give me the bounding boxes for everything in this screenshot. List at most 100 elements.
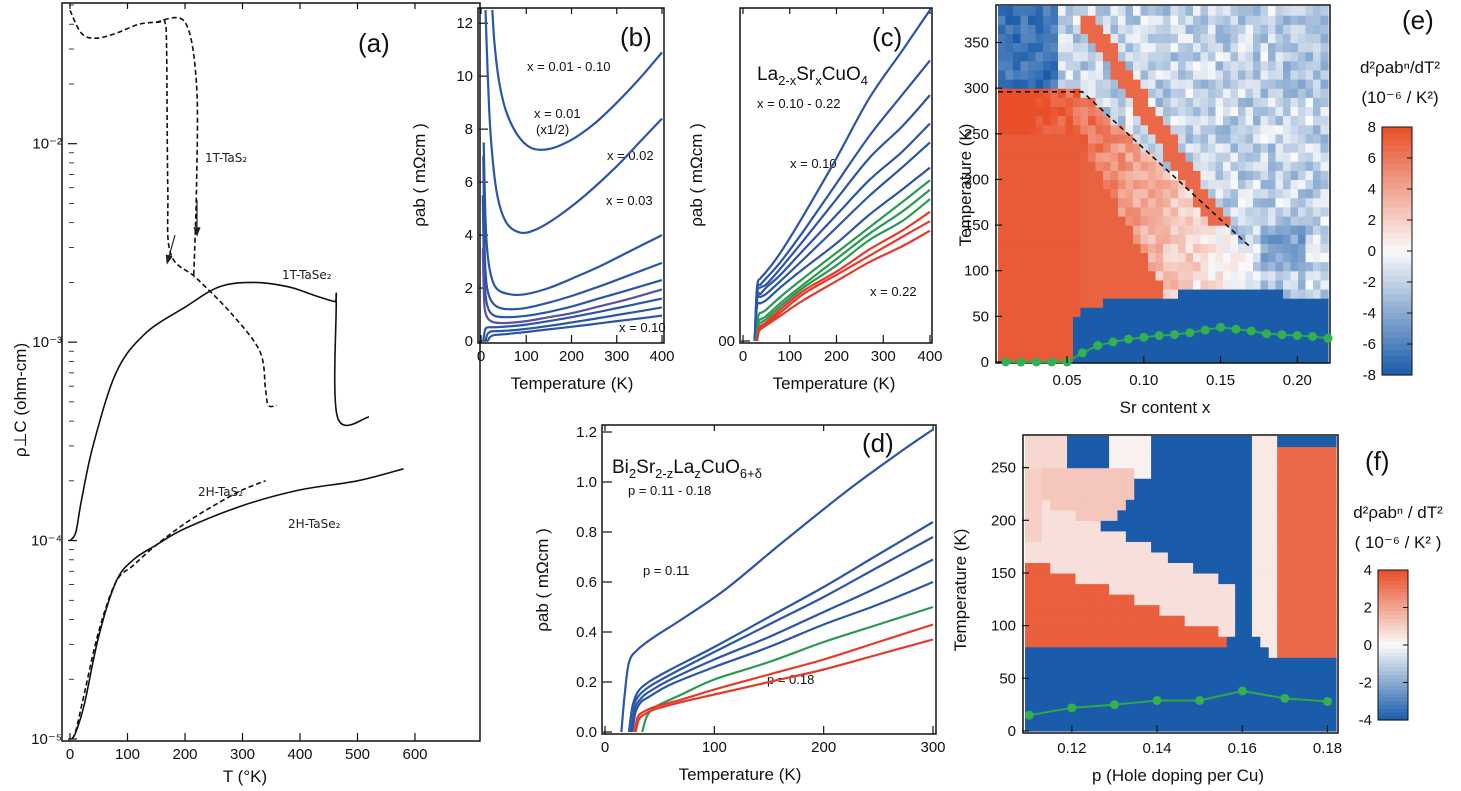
panel-f-heat-cell [1050, 657, 1060, 669]
panel-f-heat-cell [1142, 604, 1152, 616]
panel-e-heat-cell [1125, 352, 1134, 363]
panel-e-heat-cell [1095, 42, 1104, 53]
panel-e-heat-cell [1320, 60, 1329, 71]
panel-e-heat-cell [1058, 225, 1067, 235]
panel-f-heat-cell [1184, 604, 1194, 616]
panel-f-heat-cell [1109, 604, 1119, 616]
panel-f-heat-cell [1201, 530, 1211, 542]
panel-e-heat-cell [1058, 124, 1067, 135]
panel-e-heat-cell [1170, 206, 1179, 217]
panel-f-heat-cell [1083, 625, 1093, 637]
panel-f-heat-cell [1067, 572, 1077, 585]
panel-f-heat-cell [1134, 478, 1144, 490]
panel-e-heat-cell [1290, 325, 1299, 336]
panel-e-heat-cell [1253, 288, 1262, 299]
panel-e-heat-cell [1133, 15, 1142, 25]
panel-e-heat-cell [1290, 179, 1299, 190]
panel-e-heat-cell [1313, 133, 1322, 144]
panel-f-heat-cell [1327, 720, 1337, 732]
panel-e-cbar-label: 8 [1368, 119, 1376, 136]
panel-e-heat-cell [1223, 316, 1232, 327]
panel-e-heat-cell [1260, 234, 1269, 244]
panel-e-heat-cell [1178, 152, 1187, 162]
panel-e-tc-point [1231, 324, 1241, 334]
panel-e-heat-cell [1215, 334, 1224, 345]
panel-f-heat-cell [1327, 625, 1337, 637]
panel-f-heat-cell [1293, 699, 1303, 711]
panel-e-heat-cell [1208, 115, 1217, 126]
panel-e-heat-cell [1163, 24, 1172, 34]
panel-f-heat-cell [1319, 520, 1329, 532]
panel-f-cbar-cell [1378, 607, 1408, 612]
panel-f-heat-cell [1033, 615, 1043, 627]
panel-e-heat-cell [1170, 252, 1179, 263]
panel-e-heat-cell [1178, 298, 1187, 308]
panel-e-heat-cell [1200, 252, 1209, 263]
panel-f-heat-cell [1310, 467, 1320, 479]
panel-f-heat-cell [1041, 625, 1051, 637]
panel-f-heat-cell [1142, 488, 1152, 500]
panel-f-heat-cell [1209, 541, 1219, 553]
panel-f-heat-cell [1260, 509, 1270, 521]
panel-e-heat-cell [1118, 179, 1127, 190]
panel-e-heat-cell [1110, 97, 1119, 108]
panel-e-heat-cell [1185, 69, 1194, 80]
panel-e-heat-cell [1035, 288, 1044, 299]
panel-e-heat-cell [1043, 188, 1052, 199]
panel-f-heat-cell [1117, 562, 1127, 574]
panel-e-heat-cell [1230, 51, 1239, 62]
panel-e-heat-cell [1140, 152, 1149, 162]
panel-f-heat-cell [1041, 520, 1051, 532]
panel-f-cbar-cell [1378, 573, 1408, 579]
panel-f-heat-cell [1151, 625, 1161, 637]
panel-e-heat-cell [1245, 188, 1254, 199]
panel-f-heat-cell [1067, 488, 1077, 500]
panel-f-heat-cell [1058, 530, 1068, 542]
panel-f-heat-cell [1319, 615, 1329, 627]
panel-f-heat-cell [1251, 583, 1261, 595]
panel-e-heat-cell [1088, 88, 1097, 98]
panel-f-heat-cell [1159, 488, 1169, 500]
panel-b-series-x-0-10 [486, 314, 663, 342]
panel-e-heat-cell [1155, 188, 1164, 199]
panel-e-cbar-cell [1382, 313, 1412, 320]
panel-f-heat-cell [1159, 720, 1169, 732]
panel-f-heat-cell [1260, 720, 1270, 732]
panel-e-heat-cell [1298, 179, 1307, 190]
panel-e-heat-cell [1088, 307, 1097, 317]
panel-e-tc-point [1246, 326, 1256, 336]
panel-f-heat-cell [1226, 457, 1236, 469]
panel-f-heat-cell [1075, 478, 1085, 490]
panel-f-heat-cell [1193, 615, 1203, 627]
panel-e-heat-cell [1238, 6, 1247, 16]
panel-e-heat-cell [1155, 88, 1164, 98]
panel-f-heat-cell [1243, 436, 1253, 448]
panel-e-heat-cell [1043, 270, 1052, 281]
panel-e-heat-cell [1290, 115, 1299, 126]
panel-e-heat-cell [1185, 225, 1194, 235]
panel-e-heat-cell [1118, 33, 1127, 44]
panel-e-heat-cell [1193, 316, 1202, 327]
panel-f-heat-cell [1033, 625, 1043, 637]
panel-f-heat-cell [1142, 530, 1152, 542]
panel-f-heat-cell [1235, 615, 1245, 627]
panel-f-heat-cell [1075, 572, 1085, 585]
panel-f-heat-cell [1142, 446, 1152, 458]
panel-e-heat-cell [1320, 97, 1329, 108]
panel-f-heat-cell [1117, 646, 1127, 658]
panel-e-heat-cell [998, 60, 1007, 71]
panel-f-heat-cell [1302, 688, 1312, 700]
panel-e-heat-cell [1200, 243, 1209, 254]
panel-f-heat-cell [1100, 478, 1110, 490]
panel-e-heat-cell [1125, 161, 1134, 171]
panel-e-heat-cell [1208, 298, 1217, 308]
panel-e-heat-cell [1013, 215, 1022, 226]
panel-f-heat-cell [1293, 604, 1303, 616]
panel-e-heat-cell [1320, 316, 1329, 327]
panel-e-heat-cell [1080, 142, 1089, 153]
panel-f-heat-cell [1025, 457, 1035, 469]
panel-f-heat-cell [1226, 615, 1236, 627]
panel-f-xtick-label: 0.12 [1057, 740, 1086, 757]
panel-f-heat-cell [1209, 699, 1219, 711]
panel-e-heat-cell [1208, 133, 1217, 144]
